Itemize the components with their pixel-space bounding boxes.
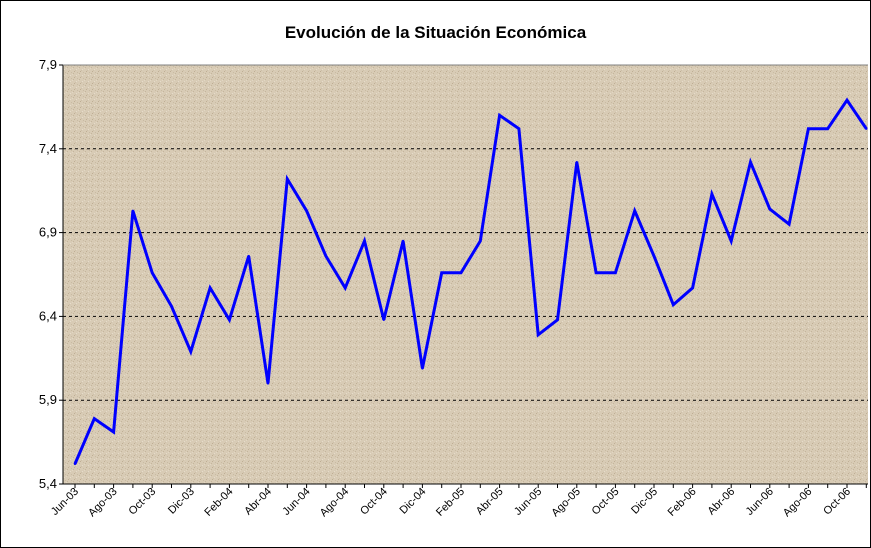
data-point <box>845 99 849 102</box>
data-point <box>286 177 289 181</box>
data-point <box>594 271 598 274</box>
x-tick-label: Dic-03 <box>166 486 197 517</box>
data-point <box>614 271 617 274</box>
data-point <box>112 430 115 434</box>
data-point <box>498 114 501 117</box>
data-point <box>189 350 192 353</box>
data-point <box>151 271 154 274</box>
data-point <box>324 254 328 258</box>
data-point <box>401 239 405 243</box>
x-tick-label: Feb-04 <box>202 486 235 519</box>
data-point <box>787 223 791 226</box>
y-tick-label: 7,4 <box>39 141 57 156</box>
y-tick-label: 6,9 <box>39 225 57 240</box>
data-point <box>479 239 482 243</box>
data-point <box>749 161 752 164</box>
series-line <box>73 97 868 465</box>
x-tick-label: Dic-05 <box>629 486 660 517</box>
data-point <box>537 333 540 336</box>
x-tick-label: Oct-04 <box>358 486 390 518</box>
axes <box>59 64 868 488</box>
x-tick-label: Abr-06 <box>705 486 737 518</box>
data-point <box>710 192 714 196</box>
data-point <box>421 367 424 370</box>
x-tick-label: Ago-06 <box>781 486 815 520</box>
x-tick-label: Jun-04 <box>280 486 312 518</box>
plot-area <box>63 65 868 484</box>
data-point <box>691 286 694 290</box>
data-point <box>382 318 385 321</box>
y-tick-label: 6,4 <box>39 308 57 323</box>
x-tick-label: Oct-06 <box>821 486 853 518</box>
y-tick-label: 5,9 <box>39 392 57 407</box>
x-tick-labels: Jun-03 Ago-03 Oct-03 Dic-03 Feb-04 Abr-04 Jun-… <box>49 486 853 520</box>
data-point <box>228 318 231 321</box>
chart-title: Evolución de la Situación Económica <box>284 23 587 42</box>
data-point <box>826 127 829 130</box>
x-tick-label: Ago-05 <box>549 486 583 520</box>
data-point <box>730 239 733 243</box>
x-tick-label: Feb-06 <box>666 486 699 519</box>
data-point <box>807 127 810 130</box>
x-tick-label: Jun-06 <box>744 486 776 518</box>
data-point <box>131 209 135 212</box>
data-point <box>93 417 96 420</box>
x-tick-label: Oct-05 <box>590 486 622 518</box>
data-point <box>652 254 656 258</box>
data-point <box>247 254 250 258</box>
data-point <box>208 286 212 290</box>
data-point <box>556 318 559 321</box>
x-tick-label: Ago-03 <box>86 486 120 520</box>
data-point <box>344 286 347 290</box>
y-tick-labels: 5,4 5,9 6,4 6,9 7,4 7,9 <box>39 57 57 491</box>
x-tick-label: Abr-05 <box>474 486 506 518</box>
data-point <box>73 462 77 466</box>
data-point <box>305 209 308 212</box>
data-point <box>459 271 463 274</box>
data-point <box>440 271 443 274</box>
x-tick-label: Abr-04 <box>242 486 274 518</box>
data-points <box>73 99 868 466</box>
data-point <box>575 161 578 164</box>
data-point <box>633 209 636 212</box>
x-tick-label: Dic-04 <box>398 486 429 517</box>
y-tick-label: 7,9 <box>39 57 57 72</box>
x-tick-label: Jun-05 <box>512 486 544 518</box>
x-tick-label: Feb-05 <box>434 486 467 519</box>
data-point <box>865 127 868 130</box>
y-tick-label: 5,4 <box>39 476 57 491</box>
data-point <box>672 303 675 306</box>
data-point <box>363 239 366 243</box>
x-tick-label: Oct-03 <box>126 486 158 518</box>
data-point <box>266 382 270 385</box>
data-point <box>768 207 771 211</box>
data-point <box>170 305 173 308</box>
data-point <box>517 127 521 130</box>
x-tick-label: Ago-04 <box>318 486 352 520</box>
